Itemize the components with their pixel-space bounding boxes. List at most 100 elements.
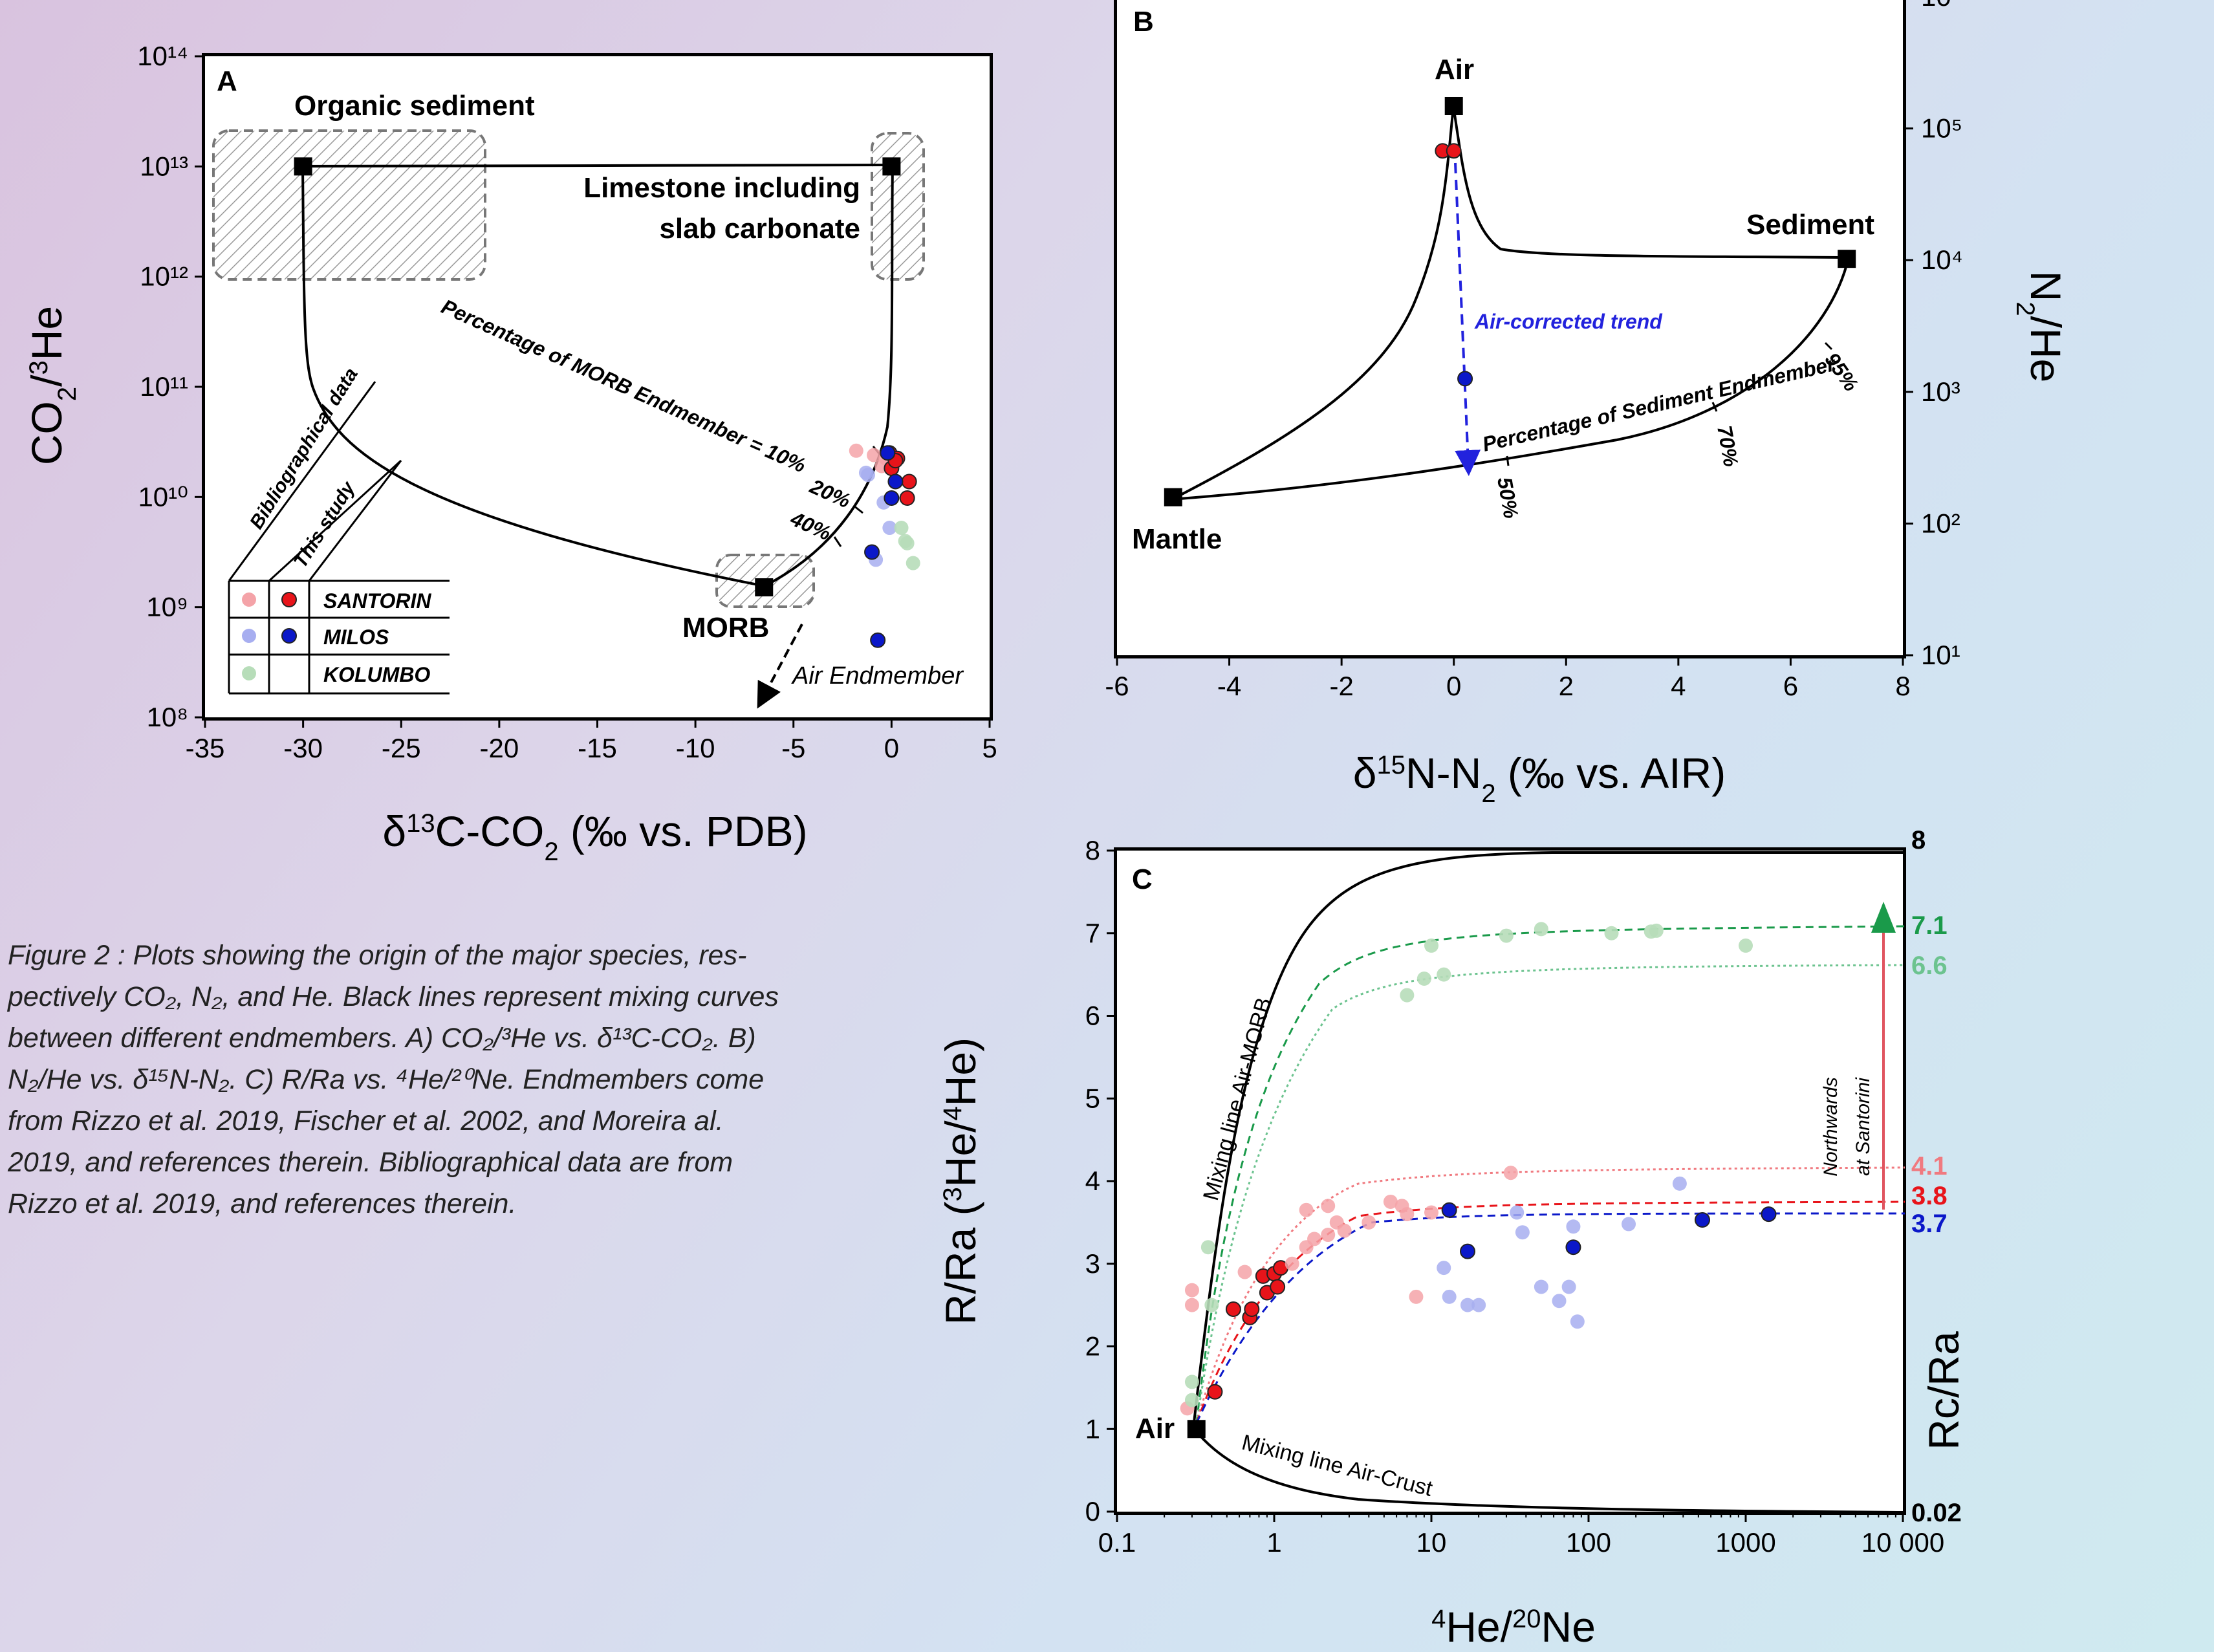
data-point-santorin <box>1299 1202 1314 1217</box>
endmember-marker <box>294 157 312 176</box>
rc-value-66: 6.6 <box>1911 951 1948 980</box>
data-point-kolumbo <box>1499 928 1514 943</box>
data-point-santorin <box>867 448 882 462</box>
y-tick-label: 10¹ <box>1921 640 1960 670</box>
legend-row-kolumbo: KOLUMBO <box>323 663 430 686</box>
x-tick-label: 1000 <box>1715 1527 1775 1558</box>
x-tick-label: 5 <box>982 733 997 763</box>
data-point-kolumbo <box>1649 923 1664 938</box>
figure-caption: Figure 2 : Plots showing the origin of t… <box>8 935 855 1224</box>
caption-line: Rizzo et al. 2019, and references therei… <box>8 1188 517 1219</box>
x-tick-label: 0 <box>884 733 899 763</box>
y-tick-label: 0 <box>1085 1496 1100 1527</box>
y-tick-label: 10⁹ <box>146 592 188 622</box>
x-tick-label: -15 <box>578 733 617 763</box>
mixing-air-crust-label: Mixing line Air-Crust <box>1239 1430 1435 1501</box>
y-tick-label: 10⁸ <box>147 702 188 732</box>
rc-value-41: 4.1 <box>1911 1152 1948 1180</box>
y-tick-label: 10¹⁴ <box>137 41 188 71</box>
y-tick-label: 2 <box>1085 1331 1100 1362</box>
data-point-santorin <box>1184 1283 1199 1298</box>
endmember-marker <box>1164 488 1182 506</box>
y-tick-label: 6 <box>1085 1001 1100 1031</box>
panel-b-label: B <box>1133 6 1154 38</box>
data-point-milos <box>1534 1279 1548 1294</box>
santorin-fit-38 <box>1195 1201 1905 1424</box>
data-point-milos <box>1437 1261 1451 1276</box>
panel-b-plot: -6 -4 -2 0 2 4 6 8 10¹ 10² 10³ 10⁴ 10⁵ 10⁶ B Air Sedi… <box>1105 0 2070 808</box>
data-point-santorin <box>1244 1301 1260 1318</box>
sediment-50-label: 50% <box>1493 475 1523 520</box>
organic-sediment-label: Organic sediment <box>294 90 535 122</box>
air-label-b: Air <box>1435 54 1474 85</box>
legend-row-milos: MILOS <box>323 625 389 649</box>
sediment-label: Sediment <box>1746 209 1874 241</box>
limestone-morb-curve <box>764 164 894 587</box>
legend-biblio-dot <box>242 666 256 680</box>
mixing-line-air-crust <box>1192 1427 1905 1514</box>
panel-c-xlabel: 4He/20Ne <box>1431 1603 1596 1651</box>
data-point-milos <box>1515 1225 1530 1240</box>
air-sediment-curve <box>1452 105 1849 259</box>
caption-line: 2019, and references therein. Bibliograp… <box>8 1147 733 1178</box>
data-point-santorin <box>1307 1232 1322 1246</box>
data-point-santorin <box>1446 143 1462 159</box>
rc-value-002: 0.02 <box>1911 1499 1962 1527</box>
data-point-kolumbo <box>1416 972 1431 986</box>
northwards-label-line1: Northwards <box>1820 1077 1841 1176</box>
data-point-milos <box>870 632 886 648</box>
legend-biblio-dot <box>242 629 256 643</box>
y-tick-label: 10¹⁰ <box>138 481 188 512</box>
caption-line: Figure 2 : Plots showing the origin of t… <box>8 940 747 971</box>
data-point-kolumbo <box>1739 938 1753 953</box>
data-point-kolumbo <box>1400 988 1415 1003</box>
morb-20-label: 20% <box>806 474 854 512</box>
x-tick-label: -4 <box>1217 671 1241 701</box>
data-point-milos <box>1441 1202 1457 1218</box>
y-tick-label: 10⁴ <box>1921 245 1963 275</box>
y-tick-label: 8 <box>1085 835 1100 865</box>
data-point-kolumbo <box>1534 922 1548 937</box>
y-tick-label: 1 <box>1085 1413 1100 1444</box>
data-point-milos <box>860 468 875 483</box>
data-point-air-corrected <box>1457 371 1473 387</box>
data-point-milos <box>1561 1279 1576 1294</box>
panel-c-plot: 0.1 1 10 100 1000 10 000 0 1 2 3 4 5 6 7 8 C Air Mixin… <box>937 826 1968 1651</box>
panel-a-plot: -35 -30 -25 -20 -15 -10 -5 0 5 10⁸ 10⁹ 10¹⁰ 10¹¹ 10¹²… <box>23 41 997 866</box>
data-point-santorin <box>899 490 915 506</box>
x-tick-label: 4 <box>1671 671 1686 701</box>
data-point-santorin <box>1362 1215 1376 1230</box>
northwards-arrow-head <box>1871 902 1896 933</box>
data-point-santorin <box>1321 1228 1336 1243</box>
morb-40-label: 40% <box>787 506 834 545</box>
air-corrected-trend-arrow <box>1454 162 1481 476</box>
data-point-kolumbo <box>1204 1298 1219 1312</box>
x-tick-label: -20 <box>480 733 519 763</box>
organic-sediment-region <box>212 129 486 281</box>
legend-row-santorin: SANTORIN <box>323 589 431 613</box>
x-tick-label: 6 <box>1783 671 1798 701</box>
x-tick-label: 0.1 <box>1098 1527 1136 1558</box>
air-label-c: Air <box>1135 1413 1175 1444</box>
x-tick-label: 0 <box>1446 671 1461 701</box>
x-tick-label: -2 <box>1329 671 1353 701</box>
organic-limestone-line <box>302 164 893 168</box>
data-point-milos <box>1471 1298 1486 1312</box>
y-tick-label: 3 <box>1085 1248 1100 1279</box>
panel-a-ylabel: CO2/3He <box>23 306 81 465</box>
data-point-kolumbo <box>1424 938 1438 953</box>
data-point-milos <box>1570 1314 1585 1329</box>
data-point-santorin <box>1383 1194 1398 1209</box>
data-point-milos <box>880 445 896 461</box>
rc-value-37: 3.7 <box>1911 1210 1948 1238</box>
x-tick-label: -25 <box>382 733 421 763</box>
data-point-milos <box>1460 1298 1475 1312</box>
mixing-line-air-morb <box>1192 851 1905 1429</box>
panel-b-mixing-curves <box>1171 105 1850 501</box>
x-tick-label: 1 <box>1266 1527 1281 1558</box>
y-tick-label: 10⁵ <box>1921 113 1962 144</box>
panel-a-legend <box>228 381 450 695</box>
mantle-label: Mantle <box>1132 523 1222 555</box>
data-point-santorin <box>1207 1384 1223 1400</box>
mantle-air-curve <box>1171 105 1455 501</box>
